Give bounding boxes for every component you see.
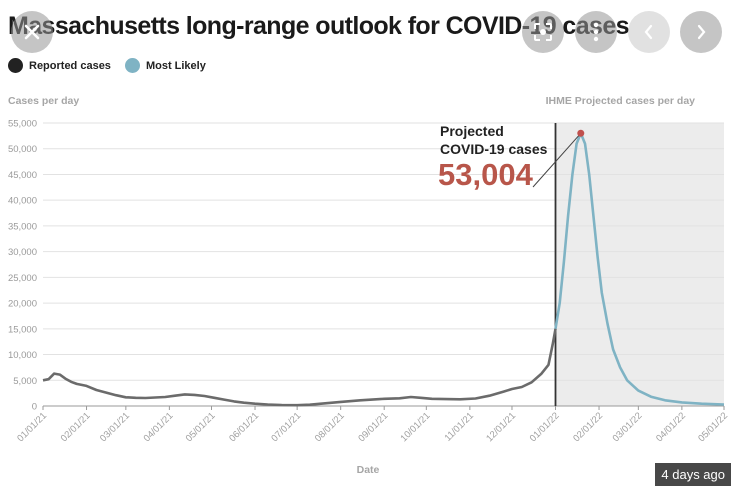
y-tick-label: 30,000 [8,247,37,258]
projection-label: IHME Projected cases per day [546,95,696,107]
x-axis-title: Date [357,464,380,476]
x-tick-label: 01/01/21 [15,410,49,444]
y-tick-label: 0 [32,402,37,413]
x-tick-label: 09/01/21 [356,410,390,444]
annotation-line1: Projected [440,123,504,139]
legend-swatch-reported [8,58,23,73]
series-line-most-likely [554,132,725,406]
annotation-line2: COVID-19 cases [440,141,548,157]
x-tick-label: 05/01/22 [696,410,730,444]
more-vertical-icon [593,22,599,42]
y-tick-label: 5,000 [13,376,37,387]
x-tick-label: 04/01/22 [654,410,688,444]
x-tick-label: 11/01/21 [443,410,476,443]
legend-label-most-likely: Most Likely [145,59,206,72]
close-icon [24,24,40,40]
x-tick-label: 03/01/22 [611,410,645,444]
previous-button[interactable] [628,11,670,53]
legend-label-reported: Reported cases [29,59,111,72]
more-button[interactable] [575,11,617,53]
series-line-reported [42,328,557,407]
close-button[interactable] [11,11,53,53]
y-tick-label: 50,000 [8,144,37,155]
x-tick-label: 02/01/22 [571,410,605,444]
chevron-left-icon [644,24,653,40]
next-button[interactable] [680,11,722,53]
projection-region [555,123,724,406]
x-tick-label: 07/01/21 [269,410,303,444]
lens-icon [534,23,552,41]
y-tick-label: 35,000 [8,221,37,232]
timestamp-badge: 4 days ago [655,463,731,486]
x-tick-label: 01/01/22 [528,410,562,444]
y-tick-label: 15,000 [8,324,37,335]
y-tick-label: 10,000 [8,350,37,361]
chart-legend: Reported cases Most Likely [8,58,206,73]
y-tick-label: 25,000 [8,273,37,284]
x-tick-label: 04/01/21 [142,410,176,444]
x-tick-label: 08/01/21 [313,410,347,444]
legend-item-most-likely: Most Likely [124,58,206,73]
y-tick-label: 55,000 [8,119,37,130]
y-tick-label: 45,000 [8,170,37,181]
y-axis-title: Cases per day [8,95,79,107]
peak-marker [577,129,585,137]
lens-button[interactable] [522,11,564,53]
y-tick-label: 40,000 [8,196,37,207]
x-tick-label: 05/01/21 [184,410,218,444]
x-tick-label: 12/01/21 [484,410,518,444]
legend-swatch-most-likely [124,58,140,73]
x-tick-label: 02/01/21 [59,410,93,444]
x-tick-label: 03/01/21 [98,410,132,444]
annotation-value: 53,004 [438,157,534,192]
chevron-right-icon [697,24,706,40]
x-tick-label: 06/01/21 [227,410,261,444]
legend-item-reported: Reported cases [8,58,111,73]
y-tick-label: 20,000 [8,299,37,310]
annotation-leader [532,132,582,188]
x-tick-label: 10/01/21 [399,410,433,444]
